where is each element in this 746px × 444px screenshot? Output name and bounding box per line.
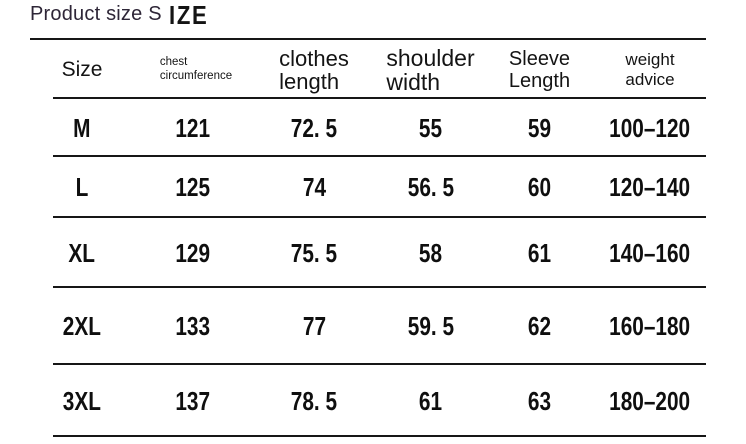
cell-shoulder: 59. 5 bbox=[376, 288, 485, 365]
cell-value: 61 bbox=[418, 385, 443, 416]
cell-chest: 125 bbox=[134, 157, 252, 218]
cell-value: 75. 5 bbox=[290, 237, 338, 268]
cell-value: 74 bbox=[302, 172, 326, 202]
cell-value: 59. 5 bbox=[407, 311, 454, 341]
cell-value: 133 bbox=[175, 311, 211, 341]
cell-value: 56. 5 bbox=[407, 172, 454, 202]
cell-shoulder: 55 bbox=[376, 99, 485, 157]
cell-value: 77 bbox=[302, 311, 326, 341]
cell-chest: 129 bbox=[134, 218, 252, 288]
cell-value: XL bbox=[68, 237, 96, 268]
cell-chest: 121 bbox=[134, 99, 252, 157]
column-header-clothes-length: clothes length bbox=[252, 40, 376, 99]
cell-weight: 180–200 bbox=[594, 365, 706, 437]
column-header-weight-advice: weight advice bbox=[594, 40, 706, 99]
column-header-label: weight advice bbox=[625, 49, 675, 89]
size-table: Size chest circumference clothes length … bbox=[30, 38, 706, 437]
cell-value: 2XL bbox=[62, 311, 102, 341]
cell-value: 121 bbox=[175, 112, 211, 143]
cell-value: L bbox=[75, 172, 89, 202]
table-row: XL 129 75. 5 58 61 140–160 bbox=[30, 218, 706, 288]
column-header-label: shoulder width bbox=[386, 44, 475, 95]
table-row: 3XL 137 78. 5 61 63 180–200 bbox=[30, 365, 706, 437]
column-header-sleeve-length: Sleeve Length bbox=[485, 40, 594, 99]
page-title-regular: Product size S bbox=[30, 3, 162, 25]
cell-sleeve: 62 bbox=[485, 288, 594, 365]
cell-weight: 120–140 bbox=[594, 157, 706, 218]
cell-sleeve: 59 bbox=[485, 99, 594, 157]
cell-clothes: 77 bbox=[252, 288, 376, 365]
cell-size: XL bbox=[30, 218, 134, 288]
cell-value: 3XL bbox=[62, 385, 102, 416]
cell-value: 180–200 bbox=[609, 385, 691, 416]
cell-weight: 100–120 bbox=[594, 99, 706, 157]
cell-value: 129 bbox=[175, 237, 211, 268]
page-title-bold: IZE bbox=[168, 0, 209, 30]
cell-value: 160–180 bbox=[609, 311, 691, 341]
column-header-label: Sleeve Length bbox=[508, 47, 571, 92]
table-row: M 121 72. 5 55 59 100–120 bbox=[30, 99, 706, 157]
cell-size: 2XL bbox=[30, 288, 134, 365]
column-header-label: clothes length bbox=[279, 45, 349, 94]
cell-clothes: 78. 5 bbox=[252, 365, 376, 437]
cell-clothes: 75. 5 bbox=[252, 218, 376, 288]
cell-weight: 140–160 bbox=[594, 218, 706, 288]
cell-value: 137 bbox=[175, 385, 211, 416]
cell-chest: 133 bbox=[134, 288, 252, 365]
page-title: Product size S IZE bbox=[30, 0, 215, 31]
cell-value: M bbox=[73, 112, 91, 143]
cell-value: 78. 5 bbox=[290, 385, 338, 416]
cell-value: 60 bbox=[527, 172, 552, 202]
column-header-size: Size bbox=[30, 40, 134, 99]
cell-value: 58 bbox=[418, 237, 443, 268]
cell-value: 61 bbox=[527, 237, 552, 268]
table-header-row: Size chest circumference clothes length … bbox=[30, 40, 706, 99]
cell-shoulder: 61 bbox=[376, 365, 485, 437]
cell-chest: 137 bbox=[134, 365, 252, 437]
cell-size: M bbox=[30, 99, 134, 157]
cell-value: 125 bbox=[175, 172, 211, 202]
cell-size: 3XL bbox=[30, 365, 134, 437]
cell-value: 72. 5 bbox=[290, 112, 338, 143]
cell-sleeve: 63 bbox=[485, 365, 594, 437]
cell-value: 59 bbox=[527, 112, 552, 143]
cell-shoulder: 58 bbox=[376, 218, 485, 288]
column-header-label: Size bbox=[61, 57, 103, 81]
cell-value: 55 bbox=[418, 112, 443, 143]
cell-value: 63 bbox=[527, 385, 552, 416]
cell-value: 62 bbox=[527, 311, 552, 341]
column-header-label: chest circumference bbox=[159, 56, 233, 82]
table-row: L 125 74 56. 5 60 120–140 bbox=[30, 157, 706, 218]
table-row: 2XL 133 77 59. 5 62 160–180 bbox=[30, 288, 706, 365]
cell-size: L bbox=[30, 157, 134, 218]
cell-clothes: 72. 5 bbox=[252, 99, 376, 157]
cell-value: 100–120 bbox=[609, 112, 691, 143]
cell-value: 140–160 bbox=[609, 237, 691, 268]
column-header-chest-circumference: chest circumference bbox=[134, 40, 252, 99]
cell-shoulder: 56. 5 bbox=[376, 157, 485, 218]
cell-sleeve: 61 bbox=[485, 218, 594, 288]
cell-weight: 160–180 bbox=[594, 288, 706, 365]
cell-value: 120–140 bbox=[609, 172, 691, 202]
cell-sleeve: 60 bbox=[485, 157, 594, 218]
cell-clothes: 74 bbox=[252, 157, 376, 218]
column-header-shoulder-width: shoulder width bbox=[376, 40, 485, 99]
